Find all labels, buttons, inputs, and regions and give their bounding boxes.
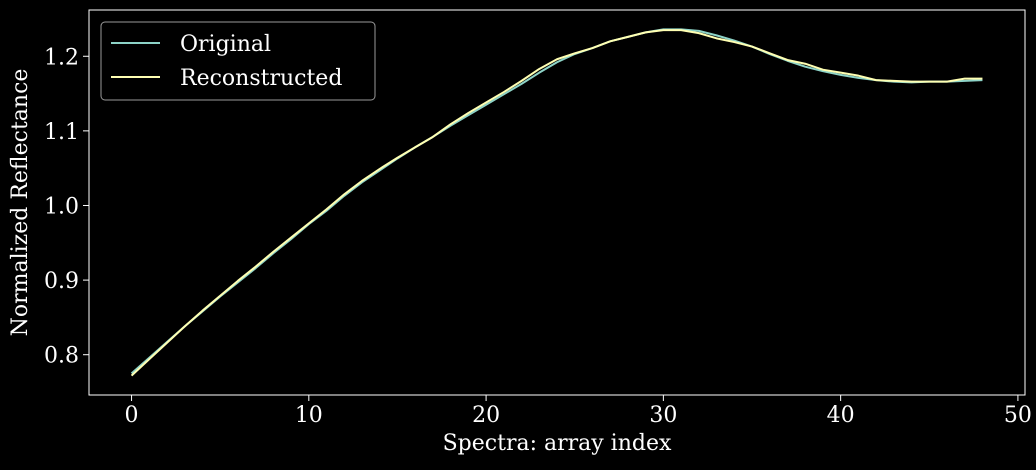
plot-frame <box>88 9 1026 396</box>
y-tick-label: 1.2 <box>44 45 79 70</box>
x-axis: 0 10 20 30 40 50 <box>125 395 1032 428</box>
y-tick-label: 1.0 <box>44 194 79 219</box>
y-tick-label: 0.8 <box>44 344 79 369</box>
legend-box <box>100 21 376 101</box>
legend-label-original: Original <box>180 32 271 57</box>
x-axis-label: Spectra: array index <box>443 431 672 456</box>
x-tick-label: 50 <box>1004 403 1032 428</box>
x-tick-label: 20 <box>472 403 500 428</box>
legend-label-reconstructed: Reconstructed <box>180 66 342 91</box>
x-tick-label: 30 <box>649 403 677 428</box>
x-tick-label: 0 <box>125 403 139 428</box>
x-tick-label: 40 <box>827 403 855 428</box>
x-tick-label: 10 <box>295 403 323 428</box>
y-axis: 0.8 0.9 1.0 1.1 1.2 <box>44 45 89 369</box>
series-line-reconstructed <box>130 29 983 377</box>
y-tick-label: 0.9 <box>44 269 79 294</box>
y-axis-label: Normalized Reflectance <box>8 69 33 337</box>
y-tick-label: 1.1 <box>44 120 79 145</box>
legend: Original Reconstructed <box>100 21 376 101</box>
series-line-original <box>130 28 983 375</box>
series-lines <box>130 28 983 377</box>
